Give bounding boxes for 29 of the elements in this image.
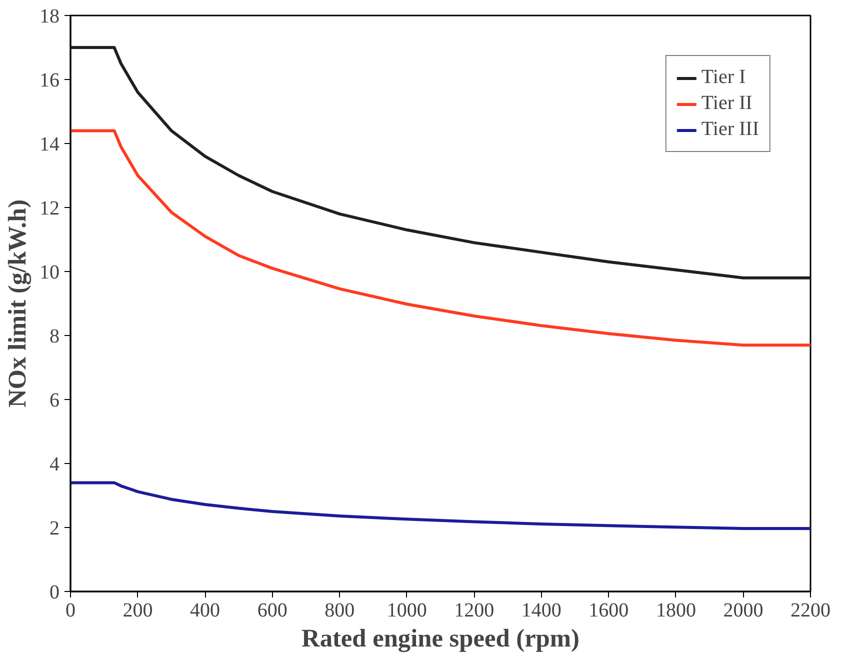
line-series bbox=[70, 481, 810, 530]
y-tick-label: 10 bbox=[40, 262, 60, 284]
y-tick-label: 6 bbox=[50, 390, 60, 412]
x-tick-label: 2200 bbox=[790, 600, 830, 622]
x-tick-label: 1200 bbox=[454, 600, 494, 622]
legend-label: Tier II bbox=[701, 92, 752, 115]
y-tick-label: 16 bbox=[40, 70, 60, 92]
x-tick-label: 600 bbox=[257, 600, 288, 622]
x-tick-label: 2000 bbox=[723, 600, 764, 622]
legend-label: Tier III bbox=[701, 118, 759, 141]
y-tick-label: 12 bbox=[40, 198, 60, 220]
x-tick-label: 1600 bbox=[588, 600, 629, 622]
legend-label: Tier I bbox=[701, 66, 746, 89]
x-tick-label: 1800 bbox=[656, 600, 696, 622]
x-tick-label: 400 bbox=[190, 600, 220, 622]
y-tick-label: 2 bbox=[50, 518, 60, 540]
line-series bbox=[70, 46, 810, 280]
y-tick-label: 14 bbox=[40, 134, 60, 156]
x-tick-label: 0 bbox=[66, 600, 76, 622]
x-tick-label: 800 bbox=[324, 600, 355, 622]
x-axis-title: Rated engine speed (rpm) bbox=[302, 624, 580, 652]
x-tick-label: 200 bbox=[122, 600, 153, 622]
y-tick-label: 4 bbox=[50, 454, 60, 476]
y-tick-label: 0 bbox=[50, 582, 60, 604]
x-tick-label: 1400 bbox=[521, 600, 562, 622]
y-tick-label: 18 bbox=[40, 6, 60, 28]
y-tick-label: 8 bbox=[50, 326, 60, 348]
x-tick-label: 1000 bbox=[386, 600, 427, 622]
y-axis-title: NOx limit (g/kW.h) bbox=[4, 199, 32, 408]
